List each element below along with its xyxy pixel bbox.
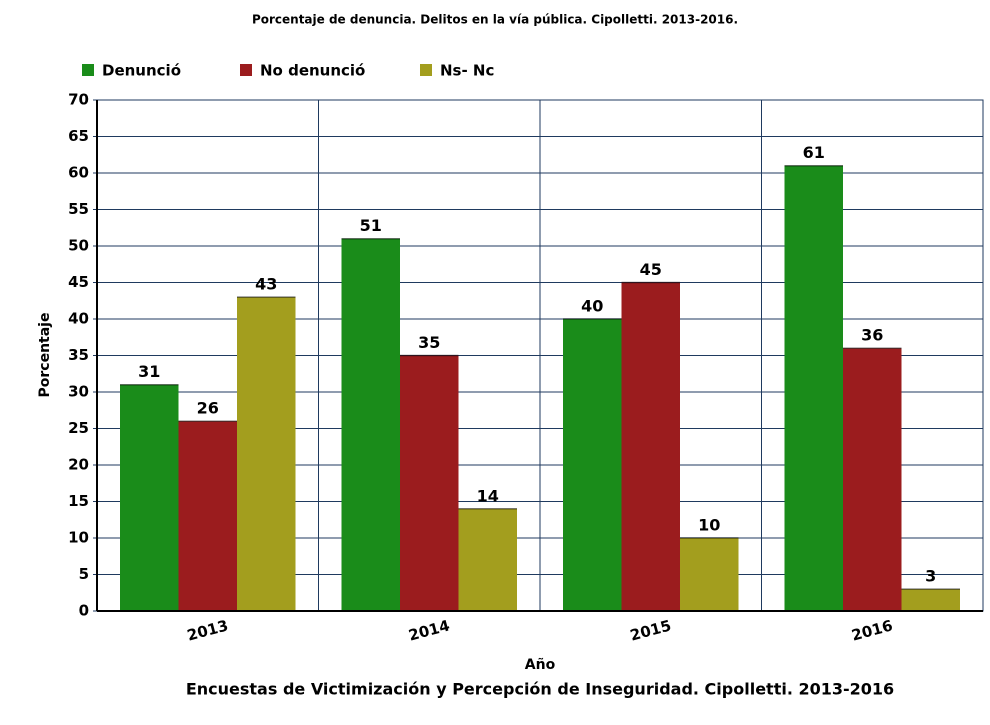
y-tick-label: 5	[79, 565, 89, 583]
bar	[400, 355, 459, 611]
x-axis-label: Año	[525, 657, 556, 673]
bar	[120, 384, 179, 611]
bar	[621, 282, 680, 611]
y-tick-label: 20	[68, 456, 89, 474]
y-tick-label: 25	[68, 419, 89, 437]
chart-title: Porcentaje de denuncia. Delitos en la ví…	[252, 13, 738, 27]
value-label: 61	[803, 143, 825, 162]
value-label: 35	[418, 333, 440, 352]
value-label: 45	[640, 260, 662, 279]
value-label: 43	[255, 275, 277, 294]
legend-swatch	[82, 64, 94, 76]
legend-swatch	[420, 64, 432, 76]
y-tick-label: 30	[68, 383, 89, 401]
y-axis-label: Porcentaje	[37, 313, 53, 398]
value-label: 51	[360, 216, 382, 235]
value-label: 10	[698, 516, 720, 535]
y-tick-label: 0	[79, 602, 89, 620]
bar	[341, 238, 400, 611]
value-label: 14	[477, 486, 499, 505]
value-label: 36	[861, 326, 883, 345]
caption: Encuestas de Victimización y Percepción …	[186, 680, 894, 699]
y-tick-label: 65	[68, 127, 89, 145]
bar	[178, 421, 237, 611]
value-label: 26	[197, 399, 219, 418]
y-tick-label: 70	[68, 91, 89, 109]
bar	[563, 319, 622, 611]
y-tick-label: 60	[68, 164, 89, 182]
legend-swatch	[240, 64, 252, 76]
y-tick-label: 50	[68, 237, 89, 255]
legend-label: Ns- Nc	[440, 62, 494, 80]
bar	[843, 348, 902, 611]
bar	[901, 589, 960, 611]
y-tick-label: 35	[68, 346, 89, 364]
bar	[784, 165, 843, 611]
bar	[237, 297, 296, 611]
legend-label: Denunció	[102, 62, 181, 80]
value-label: 40	[581, 297, 603, 316]
value-label: 31	[138, 362, 160, 381]
bar	[458, 508, 517, 611]
y-tick-label: 10	[68, 529, 89, 547]
value-label: 3	[925, 567, 936, 586]
y-tick-label: 15	[68, 492, 89, 510]
bar	[680, 538, 739, 611]
y-tick-label: 40	[68, 310, 89, 328]
y-tick-label: 55	[68, 200, 89, 218]
legend-label: No denunció	[260, 62, 365, 80]
y-tick-label: 45	[68, 273, 89, 291]
